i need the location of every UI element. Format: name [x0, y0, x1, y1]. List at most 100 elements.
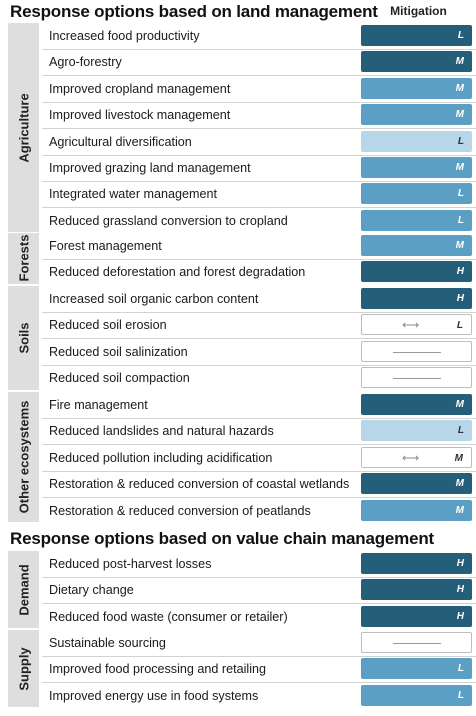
range-arrow-icon: ⟷	[402, 318, 420, 333]
option-label: Reduced deforestation and forest degrada…	[49, 265, 306, 280]
no-evidence-line-icon	[393, 351, 441, 353]
confidence-label: L	[457, 425, 464, 437]
row-divider	[42, 154, 476, 156]
confidence-label: M	[455, 478, 464, 490]
option-row-improved-livestock-management: Improved livestock management M	[42, 102, 476, 130]
option-label: Agro-forestry	[49, 55, 122, 70]
option-row-integrated-water-management: Integrated water management L	[42, 181, 476, 209]
land-management-title: Response options based on land managemen…	[10, 2, 378, 21]
row-divider	[42, 49, 476, 50]
option-row-reduced-soil-compaction: Reduced soil compaction	[42, 365, 476, 391]
row-divider	[42, 364, 476, 366]
option-row-improved-cropland-management: Improved cropland management M	[42, 76, 476, 103]
group-label: Forests	[16, 234, 31, 282]
mitigation-cell: H	[361, 605, 472, 627]
confidence-label: M	[455, 82, 464, 94]
option-row-increased-food-productivity: Increased food productivity L	[42, 23, 476, 50]
option-label: Reduced grassland conversion to cropland	[49, 213, 288, 228]
row-divider	[42, 101, 476, 103]
option-row-forest-management: Forest management M	[42, 233, 476, 260]
mitigation-cell: ⟷ M	[361, 446, 472, 468]
mitigation-cell	[361, 340, 472, 362]
mitigation-cell	[361, 367, 472, 389]
confidence-label: H	[456, 293, 464, 304]
option-label: Increased soil organic carbon content	[49, 292, 259, 306]
option-label: Reduced soil erosion	[49, 318, 167, 333]
option-label: Reduced soil compaction	[49, 371, 190, 386]
option-row-fire-management: Fire management M	[42, 392, 476, 419]
confidence-label: H	[456, 584, 464, 596]
row-divider	[42, 682, 476, 684]
option-row-reduced-deforestation-and-forest-degradation: Reduced deforestation and forest degrada…	[42, 259, 476, 285]
confidence-label: M	[455, 240, 464, 251]
option-label: Reduced soil salinization	[49, 344, 188, 359]
confidence-label: L	[457, 663, 464, 675]
mitigation-cell: L	[361, 209, 472, 231]
option-label: Reduced food waste (consumer or retailer…	[49, 609, 288, 624]
mitigation-cell: L	[361, 658, 472, 680]
row-divider	[42, 603, 476, 605]
mitigation-cell	[361, 632, 472, 653]
option-row-improved-food-processing-and-retailing: Improved food processing and retailing L	[42, 656, 476, 684]
mitigation-cell: M	[361, 235, 472, 256]
confidence-label: H	[456, 610, 464, 622]
confidence-label: H	[456, 558, 464, 569]
mitigation-cell: L	[361, 183, 472, 205]
row-divider	[42, 577, 476, 578]
value-chain-title: Response options based on value chain ma…	[10, 529, 434, 548]
option-label: Reduced pollution including acidificatio…	[49, 450, 273, 465]
confidence-label: L	[457, 214, 464, 226]
mitigation-cell: L	[361, 420, 472, 442]
option-row-reduced-soil-erosion: Reduced soil erosion ⟷ L	[42, 312, 476, 340]
row-divider	[42, 418, 476, 419]
option-row-reduced-grassland-conversion-to-cropland: Reduced grassland conversion to cropland…	[42, 208, 476, 234]
group-agriculture: Agriculture	[8, 23, 39, 233]
row-divider	[42, 259, 476, 260]
group-forests: Forests	[8, 233, 39, 284]
option-label: Restoration & reduced conversion of coas…	[49, 477, 350, 492]
row-divider	[42, 181, 476, 182]
group-supply: Supply	[8, 630, 39, 708]
mitigation-column-header: Mitigation	[390, 4, 447, 18]
confidence-label: L	[456, 320, 463, 332]
confidence-label: M	[455, 162, 464, 173]
option-label: Increased food productivity	[49, 29, 200, 43]
mitigation-cell: M	[361, 473, 472, 495]
option-row-reduced-post-harvest-losses: Reduced post-harvest losses H	[42, 551, 476, 578]
mitigation-cell: M	[361, 77, 472, 99]
option-row-sustainable-sourcing: Sustainable sourcing	[42, 630, 476, 657]
option-label: Improved livestock management	[49, 108, 231, 123]
option-label: Improved cropland management	[49, 81, 231, 96]
confidence-label: L	[457, 689, 464, 701]
confidence-label: M	[455, 504, 464, 516]
group-label: Agriculture	[16, 92, 31, 163]
mitigation-cell: ⟷ L	[361, 314, 472, 336]
mitigation-cell: M	[361, 157, 472, 178]
option-row-improved-grazing-land-management: Improved grazing land management M	[42, 155, 476, 182]
confidence-label: M	[455, 109, 464, 121]
option-label: Forest management	[49, 239, 162, 253]
option-label: Dietary change	[49, 583, 134, 598]
option-row-restoration-reduced-conversion-of-coastal-wetlands: Restoration & reduced conversion of coas…	[42, 471, 476, 499]
option-row-agricultural-diversification: Agricultural diversification L	[42, 129, 476, 156]
row-divider	[42, 444, 476, 446]
group-label: Demand	[16, 563, 31, 616]
option-label: Improved grazing land management	[49, 161, 251, 175]
row-divider	[42, 312, 476, 313]
row-divider	[42, 470, 476, 472]
row-divider	[42, 338, 476, 340]
option-label: Restoration & reduced conversion of peat…	[49, 503, 311, 518]
group-demand: Demand	[8, 551, 39, 629]
group-other-ecosystems: Other ecosystems	[8, 392, 39, 522]
mitigation-cell: H	[361, 261, 472, 283]
mitigation-cell: L	[361, 25, 472, 46]
mitigation-cell: M	[361, 51, 472, 73]
option-label: Reduced post-harvest losses	[49, 557, 212, 571]
range-arrow-icon: ⟷	[402, 450, 420, 465]
option-row-improved-energy-use-in-food-systems: Improved energy use in food systems L	[42, 683, 476, 709]
row-divider	[42, 497, 476, 499]
no-evidence-line-icon	[393, 378, 441, 380]
option-label: Integrated water management	[49, 187, 218, 202]
option-row-dietary-change: Dietary change H	[42, 577, 476, 605]
confidence-label: L	[457, 30, 464, 41]
